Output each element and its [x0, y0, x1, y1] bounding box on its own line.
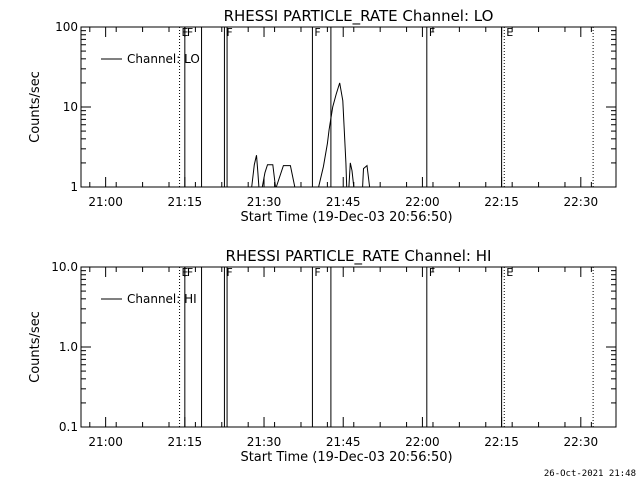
x-tick-label: 21:45 [326, 195, 361, 209]
event-flag-label: F [314, 26, 320, 39]
x-tick-label: 21:00 [88, 195, 123, 209]
event-flag-label: F [429, 266, 435, 279]
y-tick-label: 10.0 [51, 260, 78, 274]
event-flag-label: E [506, 266, 513, 279]
x-axis-label: Start Time (19-Dec-03 20:56:50) [240, 450, 452, 465]
x-tick-label: 22:30 [564, 435, 599, 449]
chart-title: RHESSI PARTICLE_RATE Channel: LO [224, 7, 494, 26]
x-tick-label: 22:00 [405, 195, 440, 209]
footer-timestamp: 26-Oct-2021 21:48 [544, 469, 636, 479]
y-axis-label: Counts/sec [28, 311, 43, 383]
event-flag-label: F [226, 266, 232, 279]
event-flag-label: F [187, 26, 193, 39]
x-tick-label: 22:00 [405, 435, 440, 449]
event-flag-label: F [226, 26, 232, 39]
event-flag-label: F [429, 26, 435, 39]
x-axis-label: Start Time (19-Dec-03 20:56:50) [240, 210, 452, 225]
y-axis-label: Counts/sec [28, 71, 43, 143]
x-tick-label: 22:30 [564, 195, 599, 209]
legend-entry: Channel: HI [127, 292, 197, 306]
chart-panel-2: RHESSI PARTICLE_RATE Channel: HI Counts/s… [28, 247, 617, 465]
x-tick-label: 21:15 [168, 195, 203, 209]
y-tick-label: 1.0 [59, 340, 78, 354]
series-line [318, 82, 371, 188]
y-tick-label: 10 [63, 100, 78, 114]
chart-title: RHESSI PARTICLE_RATE Channel: HI [226, 247, 492, 266]
x-tick-label: 21:30 [247, 435, 282, 449]
event-flag-label: F [314, 266, 320, 279]
x-tick-label: 21:00 [88, 435, 123, 449]
y-tick-label: 100 [55, 20, 78, 34]
y-tick-label: 1 [70, 180, 78, 194]
x-tick-label: 22:15 [484, 195, 519, 209]
x-tick-label: 21:45 [326, 435, 361, 449]
series-line [275, 165, 296, 188]
series-line [261, 164, 276, 188]
y-tick-label: 0.1 [59, 420, 78, 434]
event-flag-label: E [506, 26, 513, 39]
x-tick-label: 21:30 [247, 195, 282, 209]
chart-panel-1: RHESSI PARTICLE_RATE Channel: LO Counts/s… [28, 7, 617, 225]
x-tick-label: 21:15 [168, 435, 203, 449]
legend-entry: Channel: LO [127, 52, 200, 66]
x-tick-label: 22:15 [484, 435, 519, 449]
event-flag-label: F [187, 266, 193, 279]
series-line [251, 155, 260, 188]
